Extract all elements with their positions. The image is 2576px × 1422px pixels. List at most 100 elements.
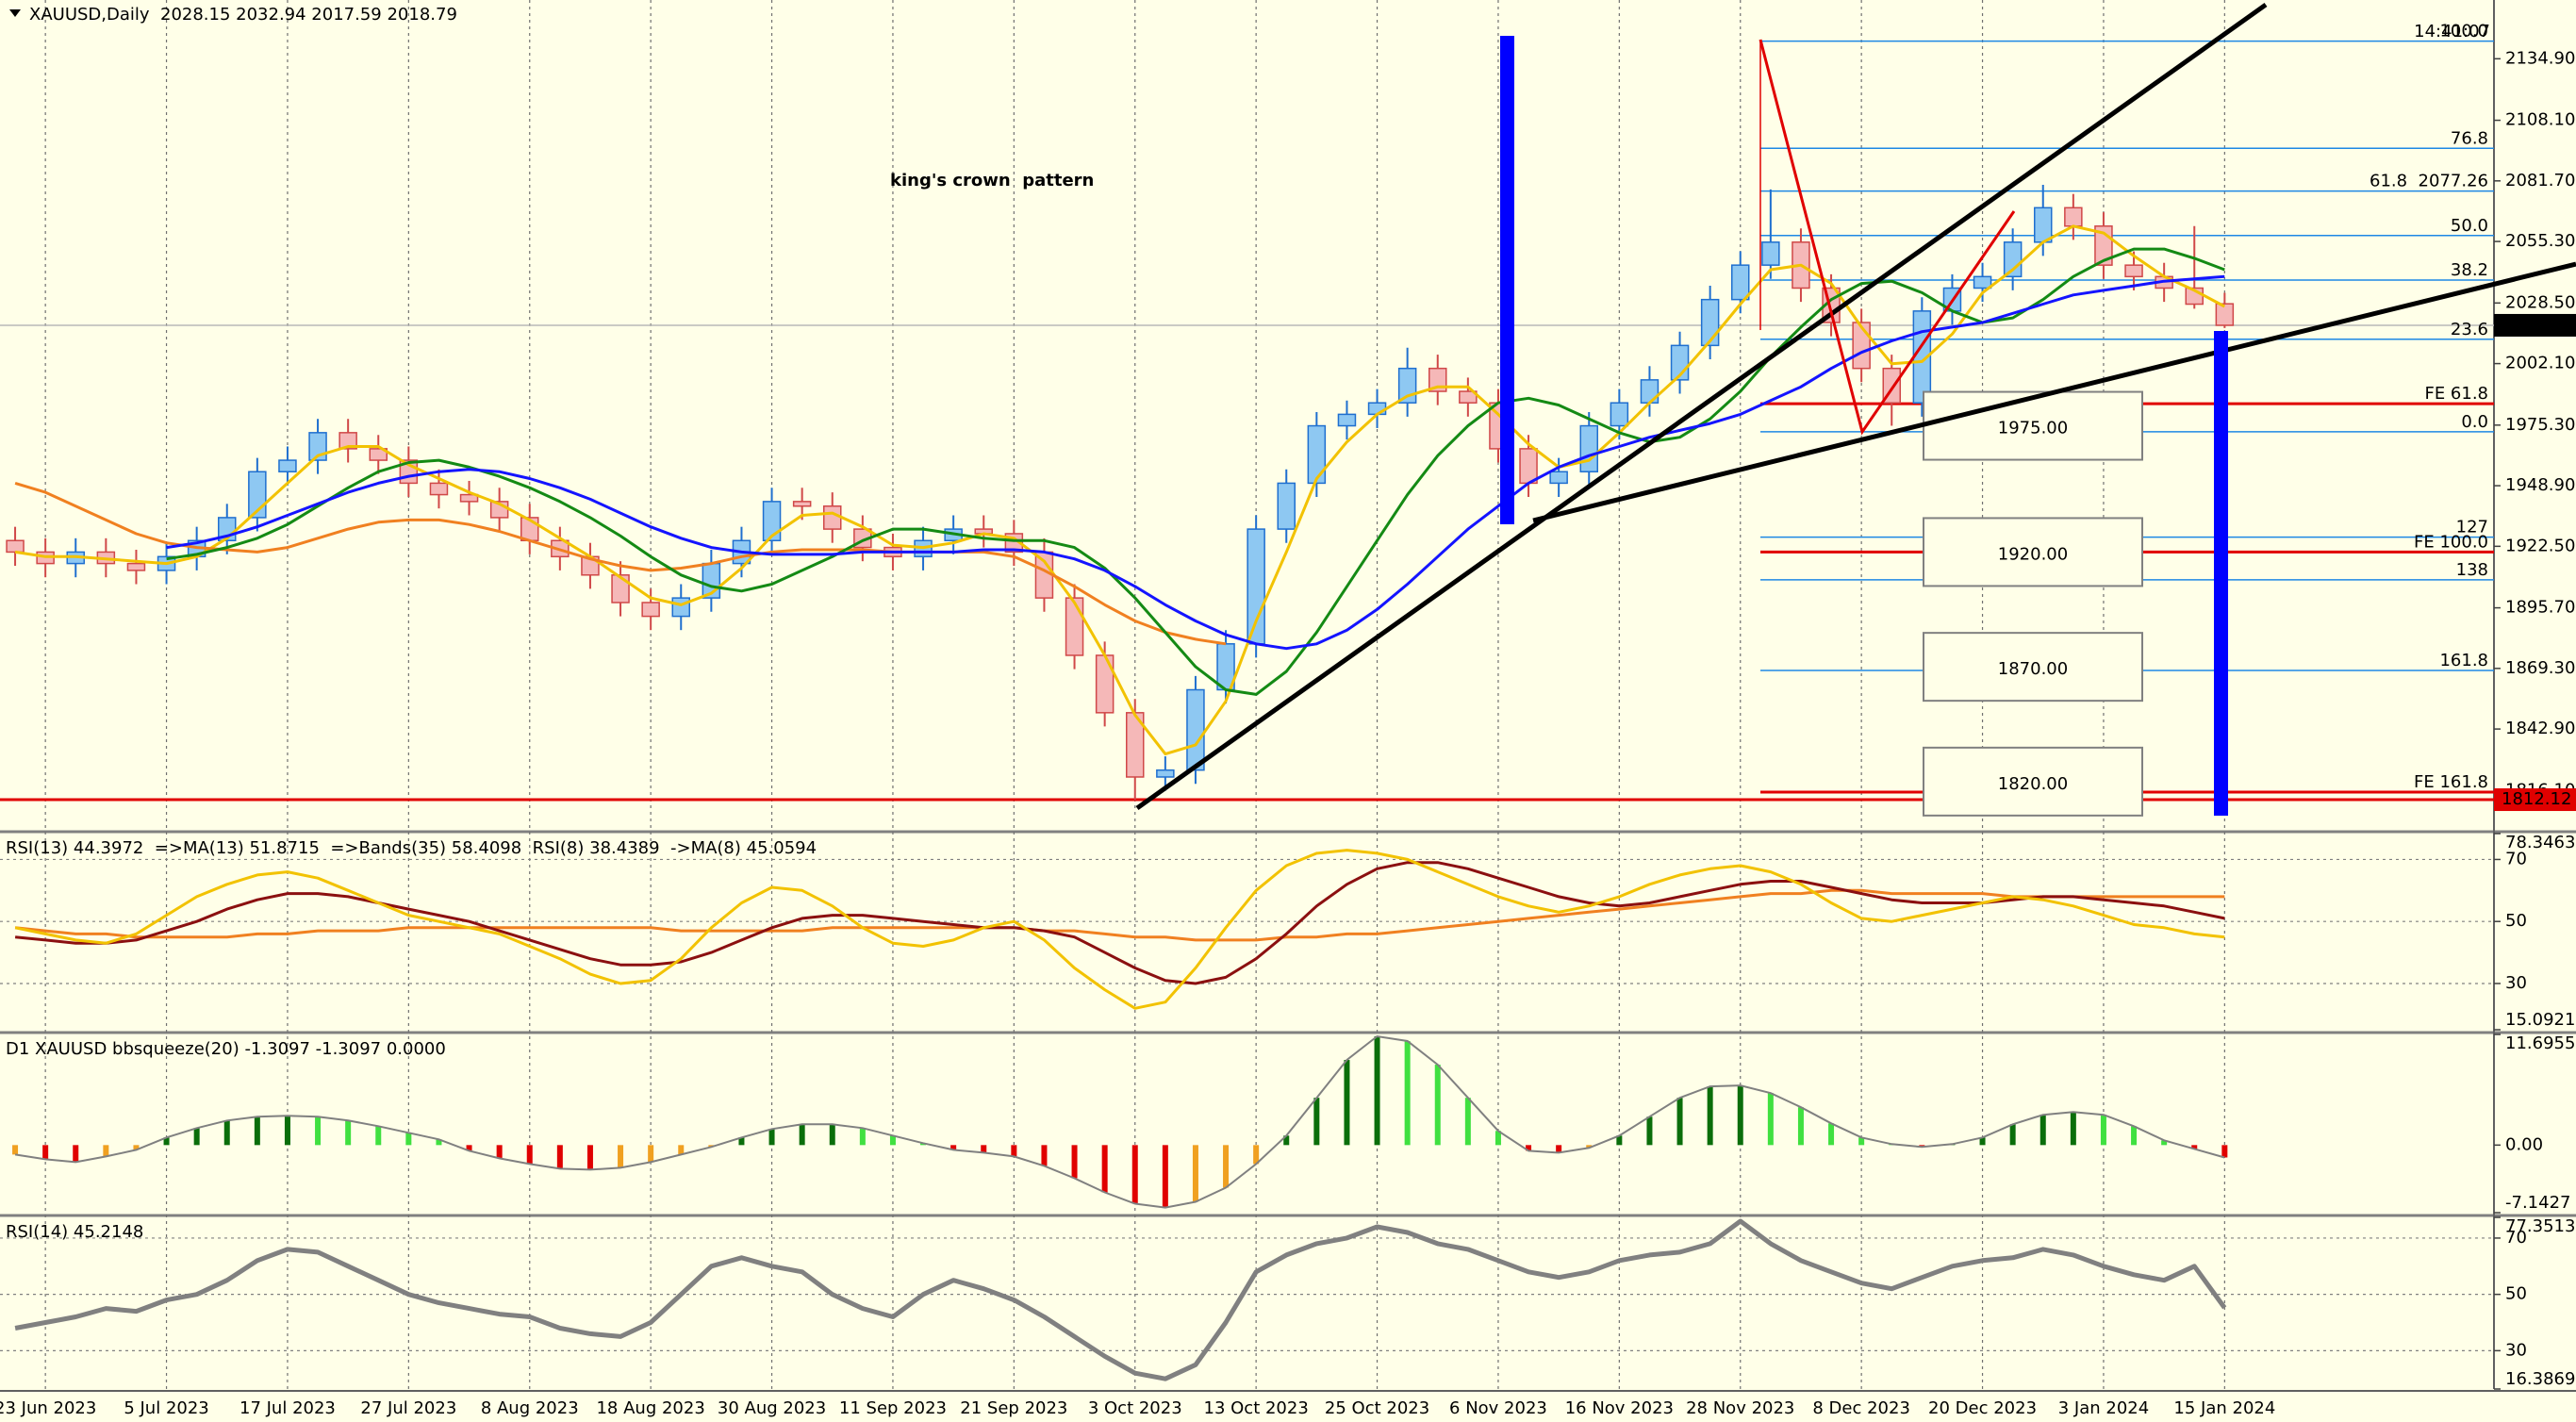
drawing-objects bbox=[9, 2, 2576, 816]
indicator-line bbox=[14, 224, 2226, 756]
histogram-bar bbox=[1374, 1035, 1380, 1146]
y-tick-label: 70 bbox=[2505, 1228, 2527, 1248]
histogram-bar bbox=[1676, 1098, 1683, 1146]
histogram-bar bbox=[618, 1145, 624, 1168]
histogram-bar bbox=[103, 1145, 109, 1157]
histogram-bar bbox=[526, 1145, 533, 1165]
candle-body bbox=[1277, 482, 1296, 530]
candle-body bbox=[1337, 413, 1357, 427]
histogram-bar bbox=[1646, 1116, 1653, 1146]
histogram-bar bbox=[1192, 1145, 1198, 1202]
histogram-bar bbox=[12, 1145, 19, 1155]
fib-label: 138 bbox=[2456, 560, 2488, 580]
candle-body bbox=[1397, 367, 1417, 404]
histogram-bar bbox=[2070, 1112, 2076, 1146]
fib-label: FE 100.0 bbox=[2414, 532, 2488, 552]
target-box bbox=[1923, 517, 2143, 587]
candle-body bbox=[1700, 298, 1720, 347]
histogram-bar bbox=[133, 1145, 140, 1150]
histogram-bar bbox=[193, 1128, 200, 1146]
target-box bbox=[1923, 746, 2143, 817]
histogram-bar bbox=[284, 1116, 290, 1146]
histogram-bar bbox=[799, 1124, 805, 1146]
histogram-bar bbox=[556, 1145, 563, 1169]
zigzag-line bbox=[1759, 39, 2016, 436]
histogram-bar bbox=[768, 1129, 775, 1146]
histogram-bar bbox=[1767, 1093, 1774, 1146]
y-tick-label: 1922.50 bbox=[2505, 536, 2575, 555]
histogram-bar bbox=[375, 1126, 382, 1146]
fib-label: 38.2 bbox=[2451, 260, 2488, 280]
x-tick-label: 8 Aug 2023 bbox=[481, 1398, 579, 1418]
collapse-icon bbox=[9, 9, 21, 17]
histogram-bar bbox=[405, 1133, 412, 1146]
indicator-title: RSI(13) 44.3972 =>MA(13) 51.8715 =>Bands… bbox=[6, 838, 817, 858]
histogram-bar bbox=[345, 1120, 352, 1146]
x-tick-label: 21 Sep 2023 bbox=[960, 1398, 1067, 1418]
histogram-bar bbox=[436, 1139, 442, 1146]
histogram-bar bbox=[73, 1145, 79, 1163]
histogram-bar bbox=[2039, 1115, 2046, 1146]
histogram-bar bbox=[648, 1145, 654, 1163]
histogram-bar bbox=[1404, 1040, 1411, 1146]
y-tick-label: 0.00 bbox=[2505, 1134, 2543, 1154]
histogram-bar bbox=[738, 1137, 745, 1146]
candle-body bbox=[641, 602, 660, 618]
target-label: 1975.00 bbox=[1998, 419, 2068, 438]
candle-body bbox=[1519, 448, 1538, 485]
x-tick-label: 17 Jul 2023 bbox=[239, 1398, 336, 1418]
x-tick-label: 28 Nov 2023 bbox=[1686, 1398, 1794, 1418]
candle-body bbox=[1156, 769, 1175, 778]
y-tick-label: 77.3513 bbox=[2505, 1216, 2575, 1236]
target-label: 1920.00 bbox=[1998, 544, 2068, 564]
y-tick-label: 2081.70 bbox=[2505, 171, 2575, 190]
histogram-bar bbox=[1494, 1131, 1501, 1146]
y-tick-label: 1869.30 bbox=[2505, 658, 2575, 678]
y-tick-label: 1948.90 bbox=[2505, 475, 2575, 495]
x-tick-label: 6 Nov 2023 bbox=[1449, 1398, 1547, 1418]
fib-label: 0.0 bbox=[2461, 412, 2488, 432]
fib-label: FE 61.8 bbox=[2424, 384, 2488, 404]
histogram-bar bbox=[1344, 1060, 1350, 1146]
indicator-line bbox=[14, 888, 2225, 942]
histogram-bar bbox=[1616, 1135, 1623, 1146]
candle-body bbox=[2215, 303, 2235, 326]
histogram-bar bbox=[678, 1145, 685, 1155]
histogram-bar bbox=[223, 1120, 230, 1146]
histogram-bar bbox=[1131, 1145, 1138, 1204]
candle-body bbox=[2003, 241, 2023, 278]
histogram-bar bbox=[2221, 1145, 2228, 1158]
histogram-bar bbox=[2131, 1126, 2138, 1146]
candle-body bbox=[2124, 264, 2143, 278]
x-tick-label: 11 Sep 2023 bbox=[839, 1398, 947, 1418]
y-tick-label: 1842.90 bbox=[2505, 719, 2575, 738]
y-tick-label: 1895.70 bbox=[2505, 598, 2575, 618]
chart-title: XAUUSD,Daily 2028.15 2032.94 2017.59 201… bbox=[29, 5, 457, 25]
y-tick-label: 2002.10 bbox=[2505, 354, 2575, 373]
fib-label: 76.8 bbox=[2451, 128, 2488, 148]
histogram-outline bbox=[14, 1034, 2225, 1209]
x-tick-label: 20 Dec 2023 bbox=[1928, 1398, 2037, 1418]
fib-label: 100.0 bbox=[2439, 22, 2488, 41]
y-tick-label: 16.3869 bbox=[2505, 1369, 2575, 1389]
indicator-line bbox=[14, 1218, 2227, 1381]
fib-label: FE 161.8 bbox=[2414, 772, 2488, 792]
price-tag bbox=[2494, 788, 2576, 812]
histogram-bar bbox=[1011, 1145, 1017, 1157]
fib-label: 161.8 bbox=[2439, 651, 2488, 670]
y-tick-label: -7.1427 bbox=[2505, 1193, 2570, 1213]
histogram-bar bbox=[1586, 1145, 1593, 1149]
clock: 14:41:07 bbox=[2414, 22, 2490, 41]
histogram-bar bbox=[829, 1124, 835, 1146]
histogram-bar bbox=[1526, 1145, 1532, 1151]
indicator-line bbox=[166, 247, 2225, 696]
histogram-bar bbox=[950, 1145, 957, 1150]
indicator-line bbox=[166, 274, 2225, 651]
histogram-bar bbox=[1828, 1123, 1835, 1146]
x-tick-label: 30 Aug 2023 bbox=[718, 1398, 826, 1418]
y-tick-label: 50 bbox=[2505, 1284, 2527, 1304]
histogram-bar bbox=[859, 1128, 866, 1146]
